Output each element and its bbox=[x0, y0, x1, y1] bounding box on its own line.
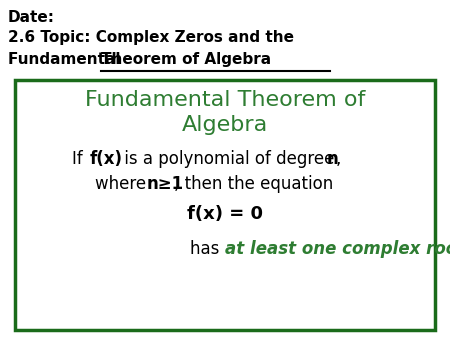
FancyBboxPatch shape bbox=[15, 80, 435, 330]
Text: ,: , bbox=[336, 150, 342, 168]
Text: where: where bbox=[95, 175, 151, 193]
Text: n: n bbox=[327, 150, 339, 168]
Text: Theorem of Algebra: Theorem of Algebra bbox=[101, 52, 271, 67]
Text: If: If bbox=[72, 150, 88, 168]
Text: Fundamental Theorem of: Fundamental Theorem of bbox=[85, 90, 365, 110]
Text: f(x) = 0: f(x) = 0 bbox=[187, 205, 263, 223]
Text: 2.6 Topic: Complex Zeros and the: 2.6 Topic: Complex Zeros and the bbox=[8, 30, 294, 45]
Text: at least one complex root.: at least one complex root. bbox=[225, 240, 450, 258]
Text: has: has bbox=[190, 240, 225, 258]
Text: Algebra: Algebra bbox=[182, 115, 268, 135]
Text: Date:: Date: bbox=[8, 10, 55, 25]
Text: f(x): f(x) bbox=[90, 150, 123, 168]
Text: Fundamental: Fundamental bbox=[8, 52, 126, 67]
Text: , then the equation: , then the equation bbox=[174, 175, 333, 193]
Text: n≥1: n≥1 bbox=[147, 175, 184, 193]
Text: is a polynomial of degree: is a polynomial of degree bbox=[119, 150, 340, 168]
